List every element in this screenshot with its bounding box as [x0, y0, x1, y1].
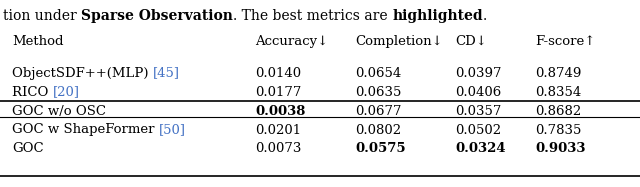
Text: [20]: [20] [52, 85, 79, 99]
Text: F-score↑: F-score↑ [535, 34, 595, 47]
Text: . The best metrics are: . The best metrics are [233, 9, 392, 23]
Text: .: . [483, 9, 487, 23]
Text: GOC w/o OSC: GOC w/o OSC [12, 105, 106, 117]
Text: GOC: GOC [12, 142, 44, 156]
Text: 0.0654: 0.0654 [355, 67, 401, 79]
Text: 0.0073: 0.0073 [255, 142, 301, 156]
Text: 0.8354: 0.8354 [535, 85, 581, 99]
Text: GOC w ShapeFormer: GOC w ShapeFormer [12, 123, 159, 137]
Text: highlighted: highlighted [392, 9, 483, 23]
Text: 0.8682: 0.8682 [535, 105, 581, 117]
Text: ObjectSDF++(MLP): ObjectSDF++(MLP) [12, 67, 153, 79]
Text: 0.0324: 0.0324 [455, 142, 506, 156]
Text: RICO: RICO [12, 85, 52, 99]
Text: CD↓: CD↓ [455, 34, 487, 47]
Text: 0.0201: 0.0201 [255, 123, 301, 137]
Text: Sparse Observation: Sparse Observation [81, 9, 233, 23]
Text: 0.0502: 0.0502 [455, 123, 501, 137]
Text: 0.7835: 0.7835 [535, 123, 581, 137]
Text: 0.9033: 0.9033 [535, 142, 586, 156]
Text: 0.8749: 0.8749 [535, 67, 581, 79]
Text: 0.0406: 0.0406 [455, 85, 501, 99]
Text: 0.0677: 0.0677 [355, 105, 401, 117]
Text: [50]: [50] [159, 123, 186, 137]
Text: Completion↓: Completion↓ [355, 34, 443, 47]
Text: 0.0140: 0.0140 [255, 67, 301, 79]
Text: 0.0038: 0.0038 [255, 105, 305, 117]
Text: Accuracy↓: Accuracy↓ [255, 34, 328, 47]
Text: 0.0357: 0.0357 [455, 105, 501, 117]
Text: Method: Method [12, 34, 63, 47]
Text: 0.0575: 0.0575 [355, 142, 406, 156]
Text: tion under: tion under [3, 9, 81, 23]
Text: 0.0802: 0.0802 [355, 123, 401, 137]
Text: 0.0635: 0.0635 [355, 85, 401, 99]
Text: 0.0177: 0.0177 [255, 85, 301, 99]
Text: [45]: [45] [153, 67, 180, 79]
Text: 0.0397: 0.0397 [455, 67, 502, 79]
